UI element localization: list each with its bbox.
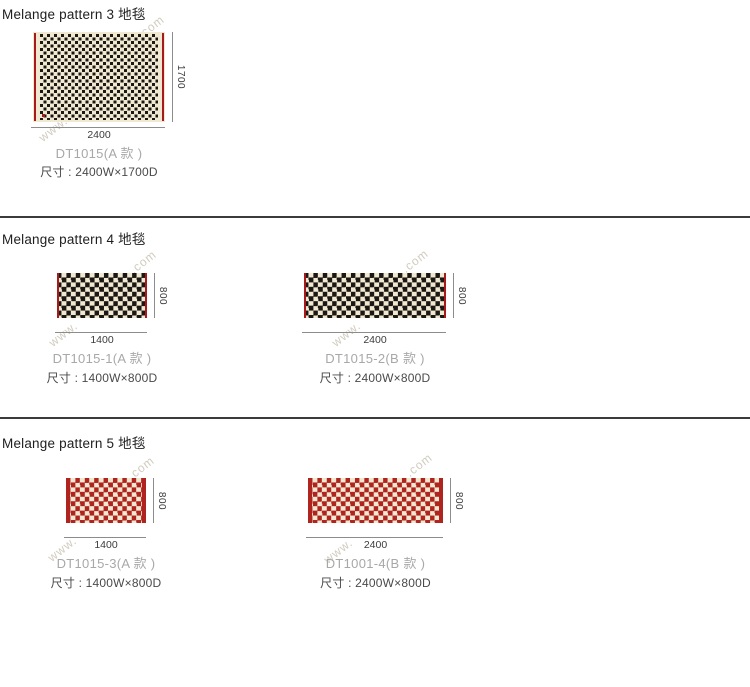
watermark-fragment: www. xyxy=(46,318,81,350)
carpet-figure-dt1001-4: .com www. 800 2400 DT1001-4(B 款 ) 尺寸 : 2… xyxy=(306,450,464,590)
width-dimension-label: 2400 xyxy=(363,539,388,551)
carpet-swatch-red-checkerboard xyxy=(66,478,146,523)
watermark-fragment: www. xyxy=(329,318,364,350)
section-title-pattern-5: Melange pattern 5 地毯 xyxy=(2,436,146,451)
size-spec-label: 尺寸 : 2400W×1700D xyxy=(40,165,158,179)
size-spec-label: 尺寸 : 2400W×800D xyxy=(320,576,431,590)
carpet-figure-dt1015: .com www. 1700 2400 DT1015(A 款 ) 尺寸 : 24… xyxy=(31,12,186,179)
model-number-label: DT1015(A 款 ) xyxy=(55,146,143,161)
dot-pattern-field xyxy=(40,34,158,120)
dimension-line-horizontal xyxy=(31,127,165,128)
dimension-line-horizontal xyxy=(306,537,443,538)
section-divider xyxy=(0,216,750,218)
size-spec-label: 尺寸 : 2400W×800D xyxy=(319,371,431,385)
model-number-label: DT1001-4(B 款 ) xyxy=(325,556,426,571)
width-dimension-label: 2400 xyxy=(87,129,111,141)
red-accent-dot xyxy=(42,114,45,117)
height-dimension-label: 800 xyxy=(156,491,167,510)
carpet-figure-dt1015-3: .com www. 800 1400 DT1015-3(A 款 ) 尺寸 : 1… xyxy=(45,453,167,590)
width-dimension-label: 1400 xyxy=(90,334,114,346)
model-number-label: DT1015-2(B 款 ) xyxy=(325,351,425,366)
dimension-line-horizontal xyxy=(64,537,146,538)
width-dimension-label: 2400 xyxy=(363,334,387,346)
height-dimension-label: 800 xyxy=(157,286,168,305)
section-divider xyxy=(0,417,750,419)
carpet-swatch-red-checkerboard xyxy=(308,478,443,523)
carpet-figure-dt1015-1: .com www. 800 1400 DT1015-1(A 款 ) 尺寸 : 1… xyxy=(46,247,168,385)
dimension-line-vertical xyxy=(453,273,454,318)
width-dimension-label: 1400 xyxy=(94,539,118,551)
carpet-swatch-dot-pattern xyxy=(33,32,165,122)
section-title-pattern-3: Melange pattern 3 地毯 xyxy=(2,7,146,22)
height-dimension-label: 800 xyxy=(453,491,464,510)
model-number-label: DT1015-3(A 款 ) xyxy=(56,556,156,571)
dimension-line-vertical xyxy=(154,273,155,318)
dimension-line-vertical xyxy=(450,478,451,523)
dimension-line-horizontal xyxy=(55,332,147,333)
carpet-figure-dt1015-2: .com www. 800 2400 DT1015-2(B 款 ) 尺寸 : 2… xyxy=(302,246,467,385)
watermark-fragment: .com xyxy=(398,246,432,276)
model-number-label: DT1015-1(A 款 ) xyxy=(52,351,152,366)
watermark-fragment: .com xyxy=(402,450,436,480)
size-spec-label: 尺寸 : 1400W×800D xyxy=(50,576,162,590)
dimension-line-vertical xyxy=(172,32,173,122)
carpet-swatch-black-checkerboard xyxy=(57,273,147,318)
size-spec-label: 尺寸 : 1400W×800D xyxy=(46,371,158,385)
section-title-pattern-4: Melange pattern 4 地毯 xyxy=(2,232,146,247)
height-dimension-label: 800 xyxy=(456,286,467,305)
dimension-line-horizontal xyxy=(302,332,446,333)
carpet-swatch-black-checkerboard xyxy=(304,273,446,318)
dimension-line-vertical xyxy=(153,478,154,523)
height-dimension-label: 1700 xyxy=(175,64,186,90)
